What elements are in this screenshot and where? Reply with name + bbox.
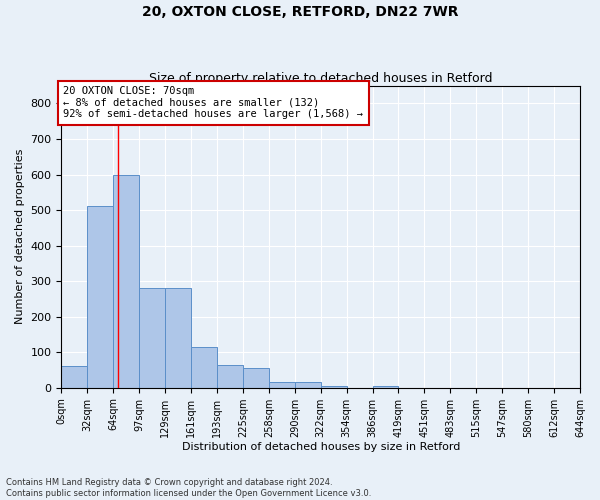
Text: 20 OXTON CLOSE: 70sqm
← 8% of detached houses are smaller (132)
92% of semi-deta: 20 OXTON CLOSE: 70sqm ← 8% of detached h… — [64, 86, 364, 120]
Bar — [373, 386, 398, 388]
Bar — [243, 368, 269, 388]
Bar — [295, 382, 321, 388]
Bar — [139, 288, 165, 388]
Title: Size of property relative to detached houses in Retford: Size of property relative to detached ho… — [149, 72, 493, 85]
Text: Contains HM Land Registry data © Crown copyright and database right 2024.
Contai: Contains HM Land Registry data © Crown c… — [6, 478, 371, 498]
Bar — [165, 288, 191, 388]
Bar — [191, 347, 217, 388]
Bar — [217, 364, 243, 388]
Bar — [269, 382, 295, 388]
Y-axis label: Number of detached properties: Number of detached properties — [15, 149, 25, 324]
Bar — [61, 366, 88, 388]
X-axis label: Distribution of detached houses by size in Retford: Distribution of detached houses by size … — [182, 442, 460, 452]
Bar — [88, 206, 113, 388]
Text: 20, OXTON CLOSE, RETFORD, DN22 7WR: 20, OXTON CLOSE, RETFORD, DN22 7WR — [142, 5, 458, 19]
Bar — [113, 174, 139, 388]
Bar — [321, 386, 347, 388]
